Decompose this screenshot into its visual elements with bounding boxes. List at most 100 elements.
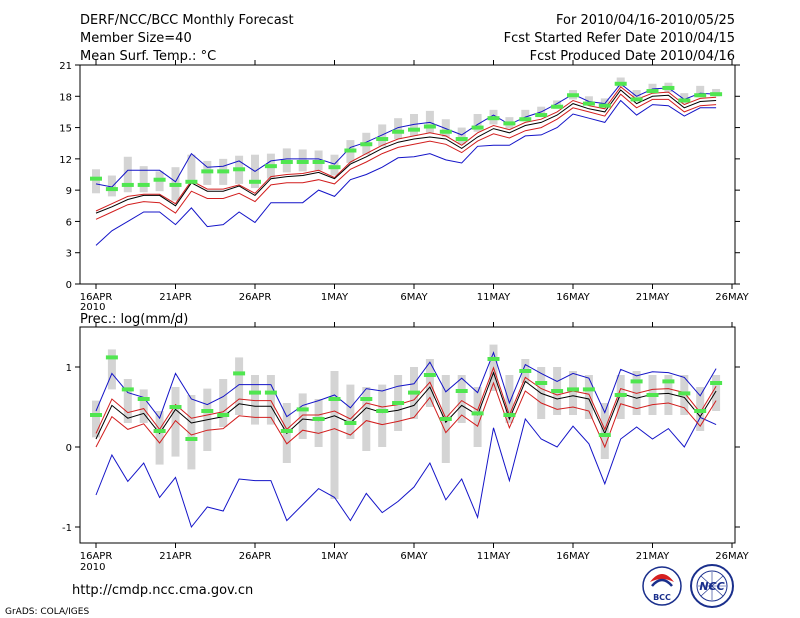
climatology-marker <box>423 124 436 129</box>
climatology-marker <box>535 113 548 118</box>
climatology-marker <box>598 433 611 437</box>
precip-label: Prec.: log(mm/d) <box>80 312 188 327</box>
climatology-marker <box>471 411 484 416</box>
y-tick-label: 3 <box>66 249 72 260</box>
temperature-x-year: 2010 <box>80 302 105 313</box>
precipitation-lines <box>95 351 717 529</box>
climatology-marker <box>185 437 198 441</box>
spread-box <box>410 114 418 136</box>
climatology-marker <box>185 179 198 184</box>
climatology-marker <box>233 371 246 376</box>
climatology-marker <box>535 381 548 385</box>
climatology-marker <box>392 129 405 134</box>
spread-box <box>123 156 132 193</box>
climatology-marker <box>567 93 579 98</box>
climatology-marker <box>249 179 261 184</box>
bcc-logo-text: BCC <box>653 593 671 602</box>
climatology-marker <box>169 405 182 409</box>
climatology-marker <box>344 421 357 425</box>
climatology-marker <box>439 417 452 421</box>
temperature-frame <box>79 64 736 285</box>
x-tick-label: 16APR <box>80 292 113 303</box>
climatology-marker <box>582 101 595 106</box>
temperature-panel: 0 3 6 9 12 15 18 21 16APR 21APR 26APR 1MAY 6MAY 11MA… <box>59 60 750 313</box>
x-tick-label: 1MAY <box>321 292 349 303</box>
spread-box <box>600 403 609 459</box>
climatology-marker <box>344 148 357 153</box>
x-tick-label: 16MAY <box>556 292 590 303</box>
max-line <box>95 351 717 420</box>
climatology-marker <box>90 176 102 181</box>
climatology-marker <box>137 397 150 401</box>
y-tick-label: 21 <box>59 61 72 72</box>
climatology-marker <box>455 389 468 393</box>
spread-box <box>139 389 148 423</box>
spread-box <box>92 400 100 438</box>
spread-box <box>107 349 116 390</box>
spread-box <box>330 154 339 176</box>
spread-box <box>569 371 577 415</box>
spread-box <box>394 118 403 140</box>
max-line <box>95 83 717 188</box>
spread-box <box>107 175 116 197</box>
climatology-marker <box>503 413 516 417</box>
climatology-marker <box>249 390 261 395</box>
y-tick-label: 1 <box>66 363 72 374</box>
spread-box <box>219 379 228 427</box>
y-tick-label: 0 <box>66 280 72 291</box>
x-tick-label: 1MAY <box>321 551 349 562</box>
spread-box <box>155 411 164 465</box>
spread-box <box>187 395 196 470</box>
ncc-logo: NCC <box>690 564 734 608</box>
climatology-marker <box>455 137 468 142</box>
x-tick-label: 6MAY <box>400 551 428 562</box>
lower-percentile-line <box>95 381 717 449</box>
spread-box <box>346 384 355 439</box>
climatology-marker <box>201 169 214 174</box>
spread-box <box>457 375 466 423</box>
precipitation-x-year: 2010 <box>80 562 105 573</box>
climatology-marker <box>217 413 230 417</box>
forecast-period: For 2010/04/16-2010/05/25 <box>556 13 735 28</box>
precipitation-climatology <box>90 355 723 441</box>
climatology-marker <box>519 369 532 373</box>
spread-box <box>187 154 196 182</box>
spread-box <box>251 375 259 425</box>
spread-box <box>505 375 514 423</box>
spread-box <box>473 387 482 447</box>
climatology-marker <box>264 164 277 169</box>
climatology-marker <box>264 390 277 395</box>
figure-title: DERF/NCC/BCC Monthly Forecast <box>80 13 294 28</box>
min-line <box>95 99 717 246</box>
climatology-marker <box>217 169 230 174</box>
precipitation-boxes <box>92 344 721 499</box>
y-tick-label: 18 <box>59 92 72 103</box>
spread-box <box>648 83 657 94</box>
climatology-marker <box>296 159 309 164</box>
x-tick-label: 21APR <box>159 551 192 562</box>
x-tick-label: 16APR <box>80 551 113 562</box>
x-tick-label: 26APR <box>239 551 272 562</box>
x-tick-label: 21MAY <box>636 551 670 562</box>
spread-box <box>664 375 673 415</box>
spread-box <box>457 127 466 145</box>
climatology-marker <box>598 103 611 108</box>
climatology-marker <box>630 379 643 384</box>
climatology-marker <box>710 381 723 385</box>
spread-box <box>712 375 721 411</box>
footer-url[interactable]: http://cmdp.ncc.cma.gov.cn <box>72 583 253 598</box>
climatology-marker <box>439 129 452 134</box>
spread-box <box>139 166 148 193</box>
climatology-marker <box>280 159 293 164</box>
temperature-climatology <box>90 81 723 192</box>
precipitation-x-axis: 16APR 21APR 26APR 1MAY 6MAY 11MAY 16MAY 21MAY 26… <box>80 322 750 562</box>
climatology-marker <box>376 409 389 413</box>
spread-box <box>314 399 323 447</box>
climatology-marker <box>471 125 484 130</box>
climatology-marker <box>519 117 532 122</box>
climatology-marker <box>408 127 420 132</box>
climatology-marker <box>678 98 691 103</box>
member-size: Member Size=40 <box>80 31 192 46</box>
climatology-marker <box>328 397 341 401</box>
